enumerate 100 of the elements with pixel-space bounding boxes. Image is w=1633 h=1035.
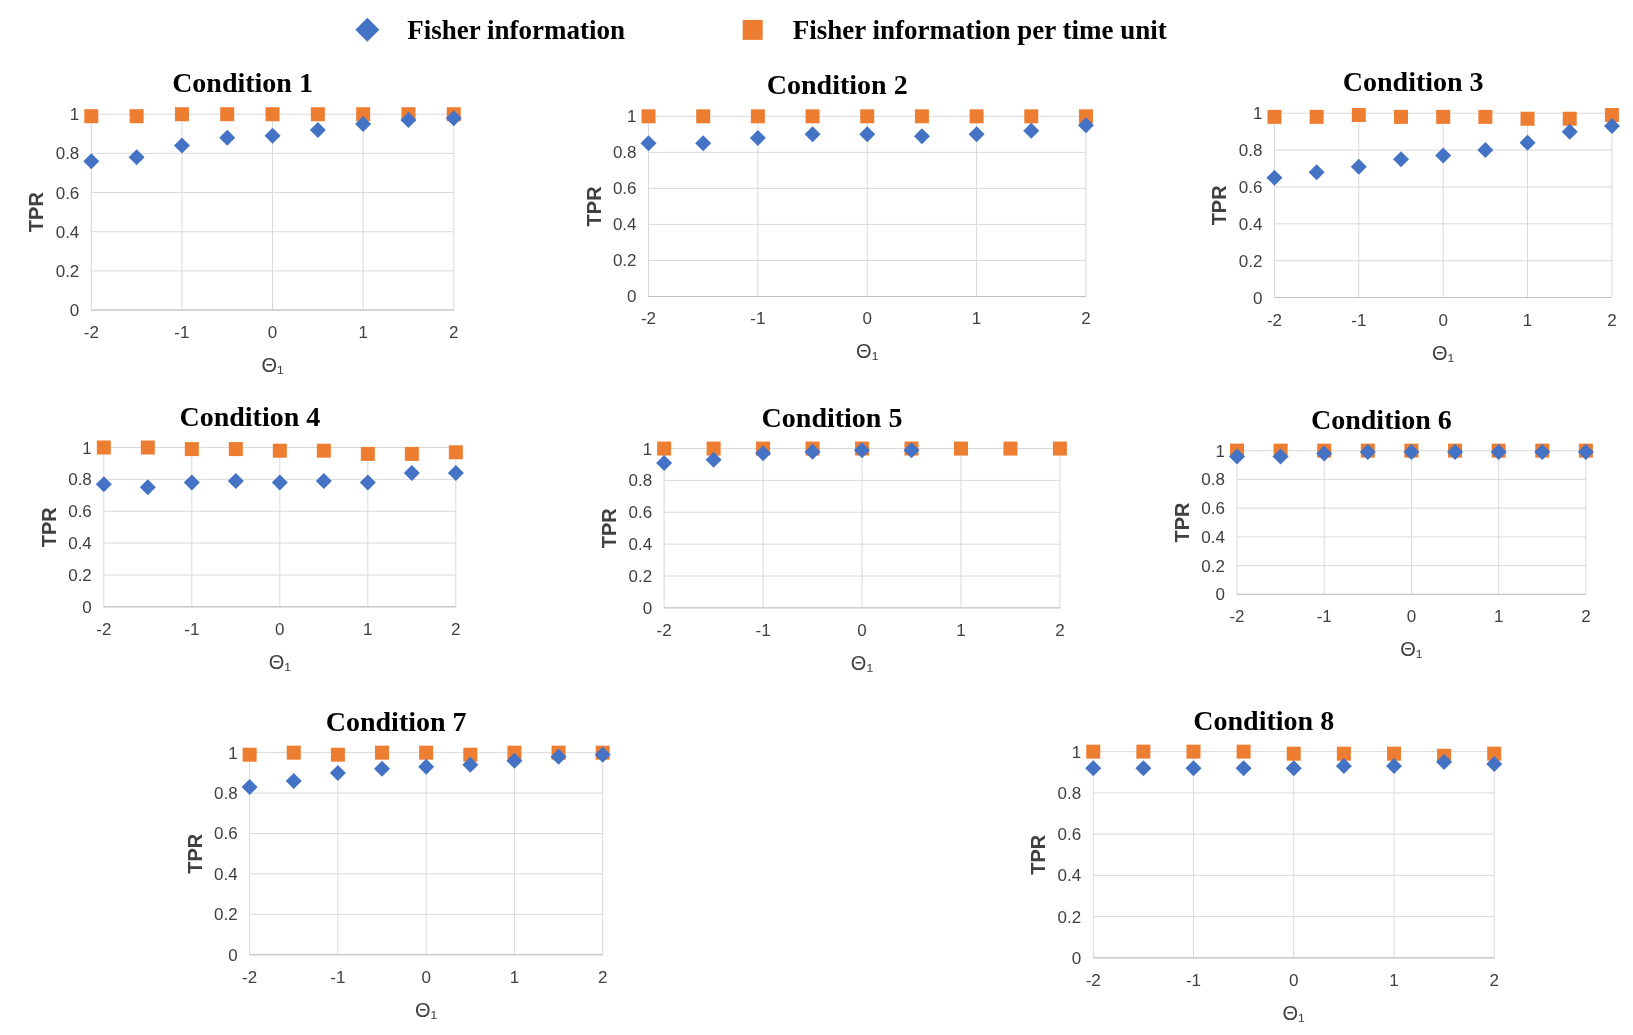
- y-tick-label: 1: [82, 438, 92, 458]
- point: [1351, 108, 1366, 123]
- y-tick-label: 0.6: [213, 824, 238, 844]
- y-axis-title: TPR: [25, 191, 48, 233]
- point: [129, 109, 144, 124]
- y-axis-title: TPR: [183, 833, 206, 874]
- x-tick-label: -2: [242, 967, 258, 987]
- point: [860, 109, 875, 124]
- point: [1077, 117, 1094, 134]
- point: [447, 465, 464, 482]
- point: [219, 129, 236, 146]
- x-tick-label: -1: [174, 323, 190, 343]
- chart-title: Condition 3: [1342, 66, 1484, 98]
- point: [1308, 164, 1325, 181]
- y-tick-label: 0.4: [1201, 527, 1225, 547]
- point: [656, 454, 673, 471]
- point: [310, 107, 325, 122]
- point: [374, 760, 391, 777]
- point: [1267, 109, 1282, 124]
- point: [375, 745, 390, 760]
- y-axis-title: TPR: [1208, 184, 1231, 226]
- x-axis-title: Θ₁: [261, 354, 284, 377]
- point: [1024, 109, 1039, 124]
- y-tick-label: 0.4: [628, 535, 653, 555]
- point: [1394, 109, 1409, 124]
- point: [400, 112, 417, 129]
- x-axis-title: Θ₁: [850, 651, 874, 674]
- y-tick-label: 1: [69, 105, 80, 125]
- point: [696, 109, 711, 124]
- point: [1603, 118, 1620, 135]
- x-axis-title: Θ₁: [1400, 638, 1423, 661]
- point: [242, 747, 257, 762]
- point: [749, 129, 766, 146]
- point: [1604, 108, 1619, 123]
- point: [227, 472, 244, 489]
- x-tick-label: -2: [640, 309, 657, 329]
- y-tick-label: 1: [1253, 104, 1263, 124]
- y-tick-label: 0.2: [55, 261, 80, 281]
- x-tick-label: 0: [1406, 607, 1417, 627]
- x-tick-label: -2: [83, 323, 99, 343]
- x-tick-label: -1: [1351, 310, 1367, 330]
- point: [286, 745, 301, 760]
- x-axis-title: Θ₁: [268, 650, 292, 673]
- y-tick-label: 0.8: [628, 471, 653, 491]
- y-tick-label: 1: [1215, 441, 1225, 461]
- x-tick-label: 0: [862, 309, 872, 329]
- x-tick-label: 0: [857, 620, 867, 640]
- point: [750, 109, 765, 124]
- x-tick-label: 2: [1581, 607, 1591, 627]
- y-tick-label: 0: [1253, 288, 1263, 308]
- point: [360, 446, 375, 461]
- x-tick-label: 1: [358, 323, 368, 343]
- y-tick-label: 0.4: [68, 534, 92, 554]
- point: [220, 107, 235, 122]
- point: [173, 137, 190, 154]
- point: [271, 474, 288, 491]
- point: [859, 126, 876, 143]
- x-axis-title: Θ₁: [1282, 1001, 1306, 1024]
- y-tick-label: 0.8: [213, 784, 238, 804]
- point: [445, 110, 462, 127]
- x-tick-label: 1: [1493, 607, 1504, 627]
- x-tick-label: 0: [267, 323, 278, 343]
- y-tick-label: 0.2: [68, 565, 92, 585]
- point: [418, 758, 435, 775]
- point: [84, 109, 99, 124]
- y-tick-label: 0.8: [55, 144, 80, 164]
- x-axis-title: Θ₁: [856, 340, 879, 363]
- y-tick-label: 0.6: [55, 183, 80, 203]
- y-tick-label: 1: [1071, 742, 1082, 762]
- x-tick-label: 2: [1055, 620, 1065, 640]
- x-tick-label: 0: [275, 619, 285, 639]
- point: [968, 126, 985, 143]
- y-tick-label: 0.2: [1238, 251, 1263, 271]
- point: [184, 442, 199, 457]
- y-axis-title: TPR: [37, 506, 60, 548]
- point: [1435, 147, 1452, 164]
- point: [1023, 122, 1040, 139]
- y-tick-label: 0.4: [1238, 214, 1263, 234]
- y-axis-title: TPR: [582, 185, 605, 227]
- y-axis-title: TPR: [1170, 501, 1193, 543]
- point: [83, 153, 100, 170]
- point: [462, 756, 479, 773]
- point: [914, 109, 929, 124]
- point: [404, 446, 419, 461]
- point: [309, 121, 326, 138]
- y-tick-label: 0.8: [1201, 470, 1225, 490]
- point: [804, 443, 821, 460]
- y-tick-label: 0: [627, 287, 637, 307]
- legend-label: Fisher information per time unit: [792, 14, 1167, 45]
- y-tick-label: 1: [642, 439, 653, 459]
- point: [1478, 109, 1493, 124]
- point: [1350, 158, 1367, 175]
- point: [1393, 151, 1410, 168]
- x-tick-label: -2: [96, 619, 112, 639]
- x-axis-title: Θ₁: [1432, 341, 1455, 364]
- point: [1477, 142, 1494, 159]
- y-tick-label: 0.8: [1238, 141, 1263, 161]
- point: [329, 764, 346, 781]
- point: [359, 474, 376, 491]
- y-tick-label: 0.2: [1201, 556, 1225, 576]
